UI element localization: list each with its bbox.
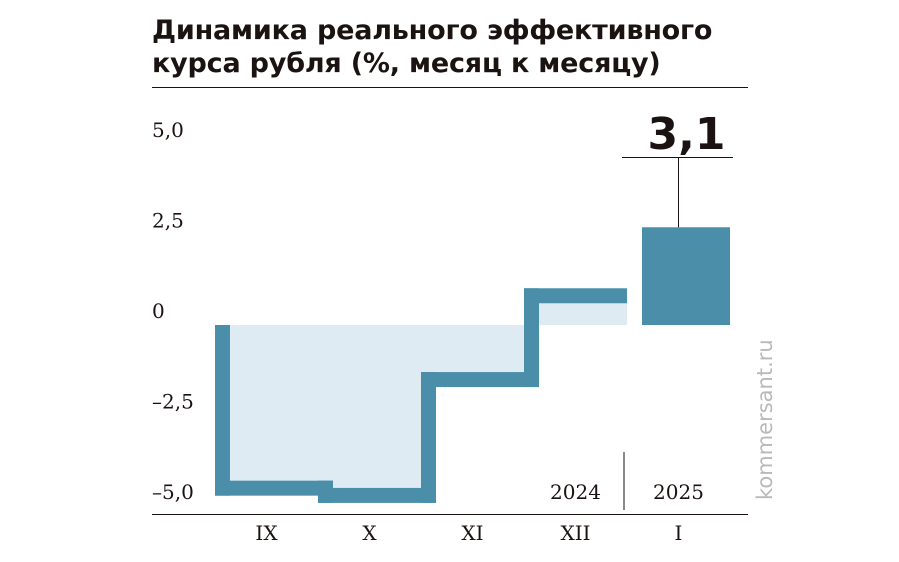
step-connector	[421, 372, 436, 503]
x-tick-label: IX	[255, 521, 278, 545]
fill-X	[318, 325, 421, 488]
step-connector	[318, 480, 333, 503]
fill-XI	[421, 325, 524, 373]
y-tick-label: –2,5	[152, 390, 194, 414]
x-tick-label: XI	[461, 521, 483, 545]
x-tick-label: I	[675, 521, 683, 545]
bar-I	[642, 227, 730, 325]
chart-title-line-2: курса рубля (%, месяц к месяцу)	[152, 48, 661, 79]
fill-IX	[215, 325, 318, 481]
y-tick-label: 2,5	[152, 209, 184, 233]
chart-title-line-1: Динамика реального эффективного	[152, 15, 713, 46]
y-tick-label: 0	[152, 299, 165, 323]
step-start-connector	[215, 325, 230, 496]
fill-XII	[524, 303, 627, 325]
y-tick-label: –5,0	[152, 480, 194, 504]
step-connector	[524, 288, 539, 388]
chart-frame	[152, 87, 748, 515]
x-tick-label: XII	[560, 521, 590, 545]
step-XII	[524, 288, 627, 304]
chart-title: Динамика реального эффективного курса ру…	[152, 14, 712, 80]
y-tick-label: 5,0	[152, 118, 184, 142]
year-label: 2025	[653, 480, 704, 504]
step-X	[318, 487, 436, 503]
bar-marks	[215, 227, 730, 503]
watermark-text: kommersant.ru	[753, 339, 777, 500]
highlight-label: 3,1	[648, 109, 726, 160]
step-IX	[215, 480, 333, 496]
step-XI	[421, 372, 539, 388]
year-label: 2024	[550, 480, 601, 504]
chart-labels: 5,0 2,5 0 –2,5 –5,0 IX X XI XII I 2024 2025 3,1 komme…	[152, 109, 777, 545]
fill-areas	[215, 303, 627, 488]
x-tick-label: X	[362, 521, 377, 545]
